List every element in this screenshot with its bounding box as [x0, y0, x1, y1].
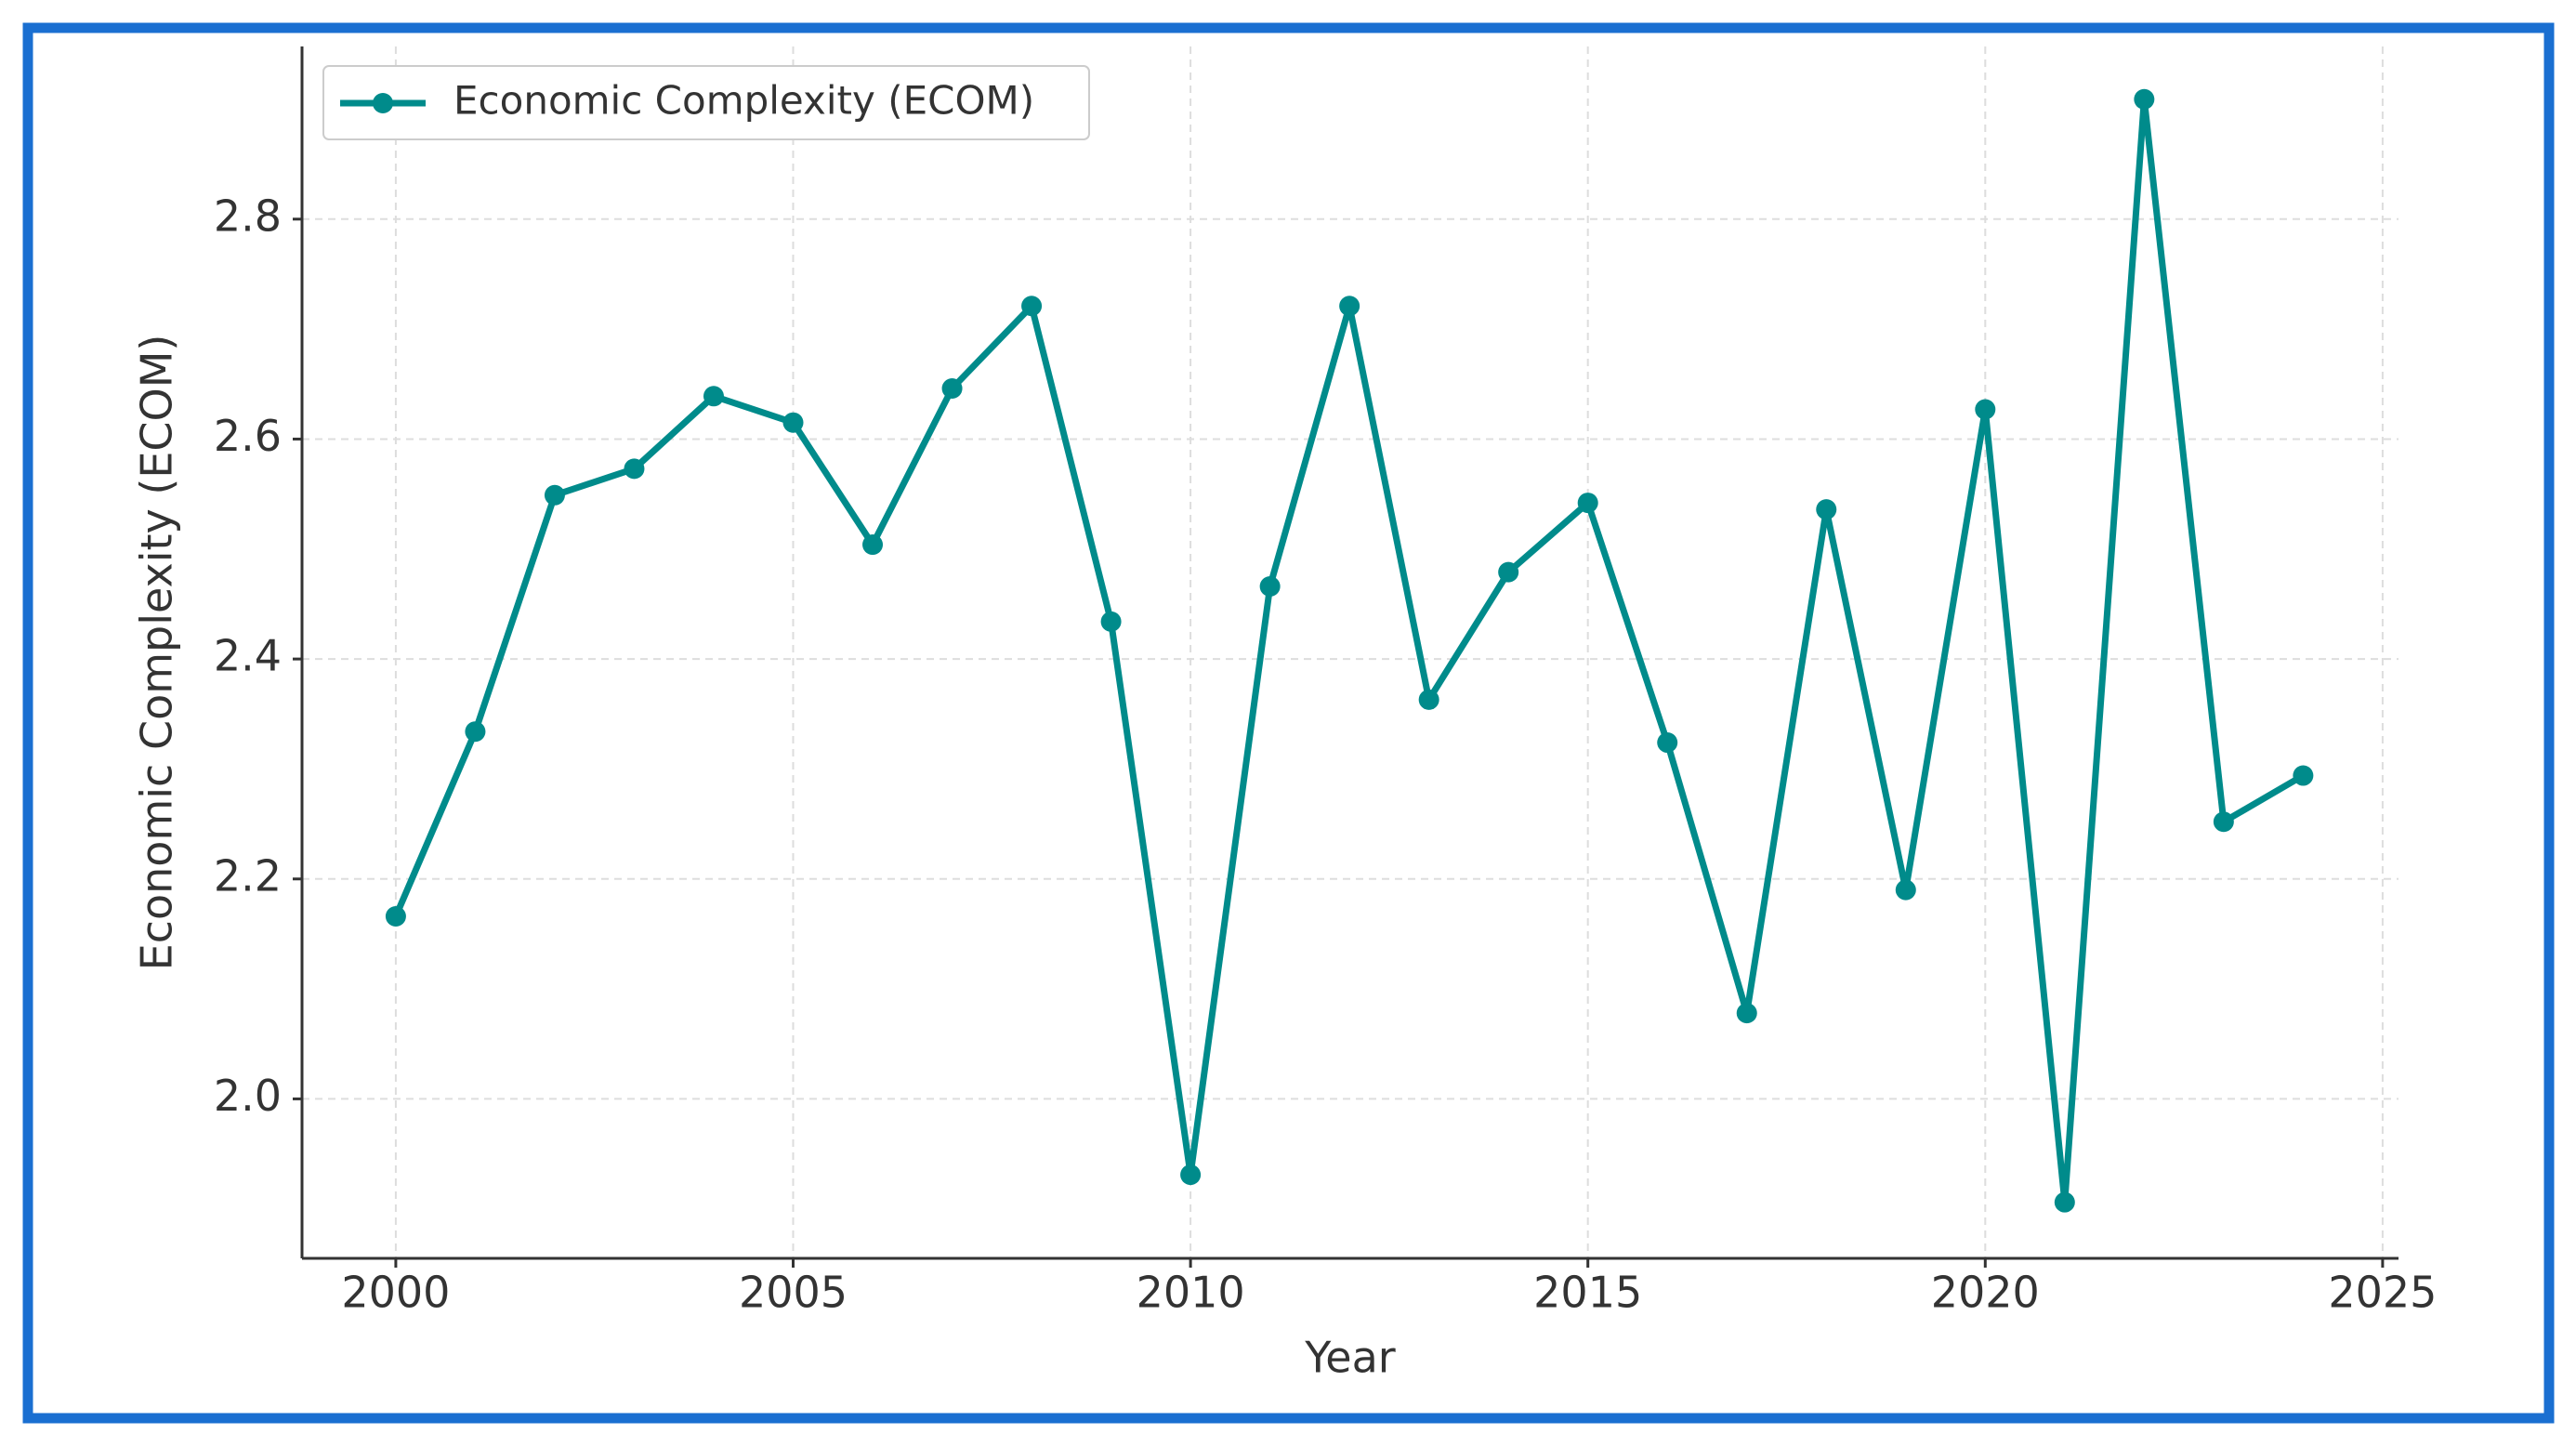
- y-tick-label: 2.4: [214, 631, 282, 681]
- data-point: [703, 386, 724, 407]
- data-point: [1259, 576, 1281, 598]
- data-point: [2293, 765, 2314, 786]
- y-tick-label: 2.2: [214, 850, 282, 901]
- x-axis-label: Year: [1304, 1333, 1395, 1383]
- data-point: [2054, 1191, 2075, 1213]
- x-tick-label: 2025: [2328, 1268, 2437, 1318]
- data-point: [1736, 1003, 1757, 1024]
- y-axis-label: Economic Complexity (ECOM): [132, 335, 182, 971]
- legend-box: [322, 65, 1090, 140]
- data-point: [782, 412, 804, 433]
- data-point: [2213, 811, 2234, 833]
- data-point: [1975, 399, 1996, 420]
- data-point: [465, 721, 486, 743]
- legend-marker: [373, 93, 393, 113]
- data-point: [862, 534, 884, 556]
- data-point: [544, 484, 565, 506]
- data-point: [1100, 611, 1122, 632]
- x-tick-label: 2010: [1137, 1268, 1245, 1318]
- data-point: [1657, 732, 1678, 754]
- data-point: [1498, 561, 1519, 583]
- data-point: [1895, 879, 1916, 901]
- data-point: [624, 458, 645, 480]
- x-tick-label: 2005: [739, 1268, 848, 1318]
- x-tick-label: 2015: [1533, 1268, 1642, 1318]
- y-tick-label: 2.6: [214, 411, 282, 461]
- frame: [22, 22, 2555, 1424]
- data-point: [385, 905, 406, 927]
- legend-label: Economic Complexity (ECOM): [453, 78, 1034, 124]
- data-point: [941, 378, 963, 400]
- data-point: [1418, 689, 1439, 710]
- data-point: [1339, 296, 1360, 317]
- data-point: [1180, 1164, 1202, 1186]
- y-tick-label: 2.8: [214, 191, 282, 241]
- data-point: [2134, 88, 2155, 110]
- y-tick-label: 2.0: [214, 1071, 282, 1121]
- data-point: [1577, 493, 1598, 514]
- data-point: [1021, 296, 1043, 317]
- data-point: [1816, 499, 1837, 520]
- x-tick-label: 2000: [341, 1268, 450, 1318]
- x-tick-label: 2020: [1931, 1268, 2040, 1318]
